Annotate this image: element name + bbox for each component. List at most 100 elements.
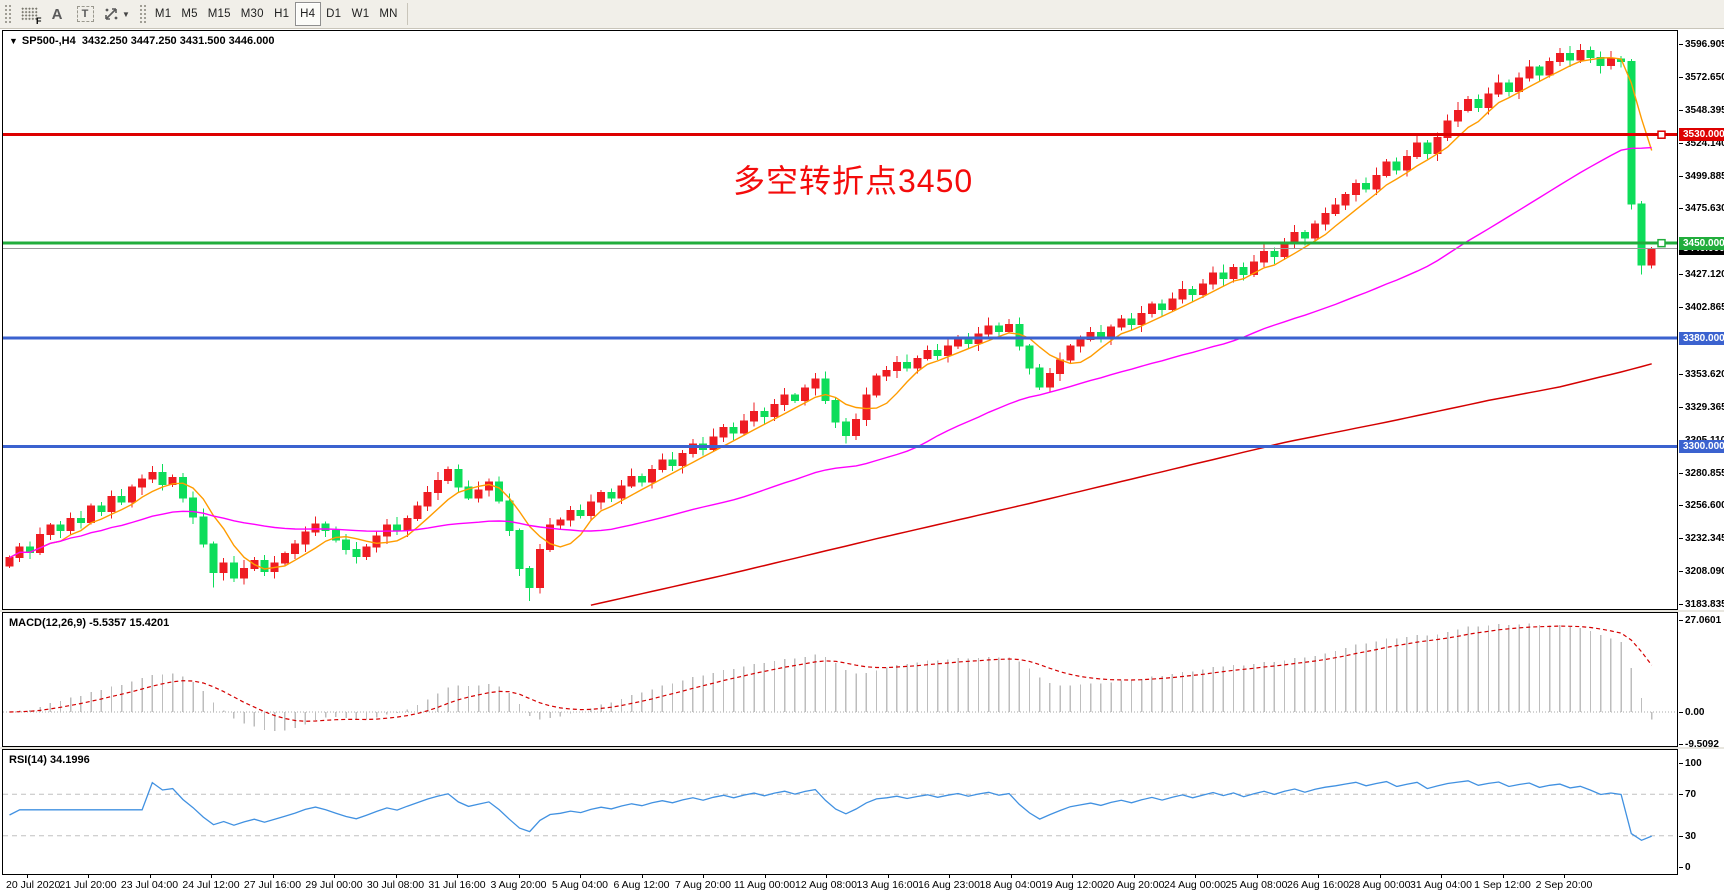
time-axis: 20 Jul 2020 21 Jul 20:00 23 Jul 04:00 24 Ju… [2,875,1678,896]
candle-body [709,436,718,450]
chart-annotation-text: 多空转折点3450 [733,163,974,199]
panel-splitter[interactable] [0,610,1724,612]
timeframe-button-h4[interactable]: H4 [294,2,321,26]
panel-splitter[interactable] [0,747,1724,749]
symbol-dropdown-icon[interactable]: ▼ [9,36,18,46]
time-axis-label: 1 Sep 12:00 [1474,879,1531,891]
text-tool-button[interactable]: T [71,2,99,26]
time-axis-label: 6 Aug 12:00 [613,879,670,891]
candle-body [1443,120,1452,138]
candle-body [1637,203,1646,266]
rsi-chart[interactable] [3,750,1677,874]
main-price-panel[interactable]: ▼ SP500-,H4 3432.250 3447.250 3431.500 34… [2,30,1678,610]
candle-body [474,489,483,499]
candle-body [372,535,381,548]
candle-body [362,546,371,557]
candle-body [780,394,789,406]
y-axis-label: 3280.855 [1685,467,1724,479]
candle-body [1209,272,1218,285]
time-axis-label: 19 Aug 12:00 [1041,879,1103,891]
time-axis-label: 31 Aug 04:00 [1410,879,1472,891]
candle-body [1260,250,1269,263]
time-axis-tick [1379,875,1381,878]
y-axis-tick [1679,373,1683,375]
time-axis-tick [1133,875,1135,878]
y-axis-label: 3208.090 [1685,566,1724,578]
y-axis-tick [1679,274,1683,276]
candle-body [107,496,116,513]
macd-axis-tick [1679,712,1683,713]
macd-panel[interactable]: MACD(12,26,9) -5.5357 15.4201 [2,612,1678,747]
candle-body [178,477,187,499]
symbol-ohlc-values: 3432.250 3447.250 3431.500 3446.000 [81,35,275,47]
time-axis-tick [703,875,704,878]
rsi-label: RSI(14) 34.1996 [9,754,90,766]
candle-body [1045,372,1054,388]
macd-axis-tick [1679,619,1683,621]
candle-body [576,509,585,517]
candle-body [423,492,432,507]
candle-body [1321,212,1330,225]
candle-body [1627,60,1636,205]
candle-body [913,357,922,369]
timeframe-button-d1[interactable]: D1 [326,8,342,20]
macd-chart[interactable] [3,613,1677,746]
candle-body [760,410,769,418]
y-axis-label: 3329.365 [1685,401,1724,413]
candle-body [1270,250,1279,258]
y-axis-label: 3256.600 [1685,500,1724,512]
candle-body [882,370,891,377]
toolbar-drag-handle[interactable] [4,4,12,24]
time-axis-label: 2 Sep 20:00 [1535,879,1593,891]
timeframe-button-m15[interactable]: M15 [207,8,231,20]
timeframe-button-m30[interactable]: M30 [240,8,264,20]
rsi-axis-label: 0 [1685,862,1691,873]
macd-axis-label: -9.5092 [1685,739,1719,751]
time-axis-label: 13 Aug 16:00 [856,879,919,891]
candle-body [535,549,544,589]
timeframe-button-m1[interactable]: M1 [154,8,172,20]
ma-slow-red [590,363,1652,606]
candle-body [1005,324,1014,332]
candle-body [1413,142,1422,157]
time-axis-tick [88,875,89,878]
timeframe-button-w1[interactable]: W1 [351,8,370,20]
candle-body [811,378,820,389]
symbol-header: ▼ SP500-,H4 3432.250 3447.250 3431.500 34… [9,35,275,47]
candle-body [1484,93,1493,109]
candle-body [1474,98,1483,109]
candle-body [56,524,65,532]
text-label-tool-button[interactable]: A [43,2,71,26]
timeframe-button-m5[interactable]: M5 [181,8,198,20]
level-line-handle[interactable] [1657,238,1666,248]
text-label-icon: A [51,5,63,23]
timeframe-button-mn[interactable]: MN [379,8,398,20]
level-line-handle[interactable] [1657,130,1666,139]
candle-body [586,501,595,517]
candle-body [76,517,85,523]
cursor-mode-button[interactable]: ▼ [99,2,135,26]
candle-body [1290,231,1299,244]
timeframe-button-h1[interactable]: H1 [274,8,290,20]
y-axis-label: 3596.905 [1685,39,1724,50]
grid-f-icon[interactable]: F [15,2,43,26]
candle-body [5,557,14,567]
candle-body [352,549,361,557]
rsi-panel[interactable]: RSI(14) 34.1996 [2,749,1678,875]
text-tool-icon: T [76,6,94,22]
candle-body [1219,272,1228,279]
time-axis-label: 30 Jul 08:00 [366,879,425,891]
candlestick-chart[interactable] [3,31,1677,609]
candle-body [1494,82,1503,95]
candle-body [433,479,442,494]
candle-body [1647,248,1656,266]
candle-body [1056,359,1065,374]
candle-body [556,519,565,526]
candle-body [117,496,126,503]
macd-main-value: -5.5357 [89,617,127,629]
toolbar-drag-handle[interactable] [138,4,147,24]
macd-axis-label: 27.0601 [1685,614,1722,626]
candle-body [36,534,45,553]
time-axis-label: 29 Jul 00:00 [305,879,363,891]
candle-body [1515,77,1524,92]
